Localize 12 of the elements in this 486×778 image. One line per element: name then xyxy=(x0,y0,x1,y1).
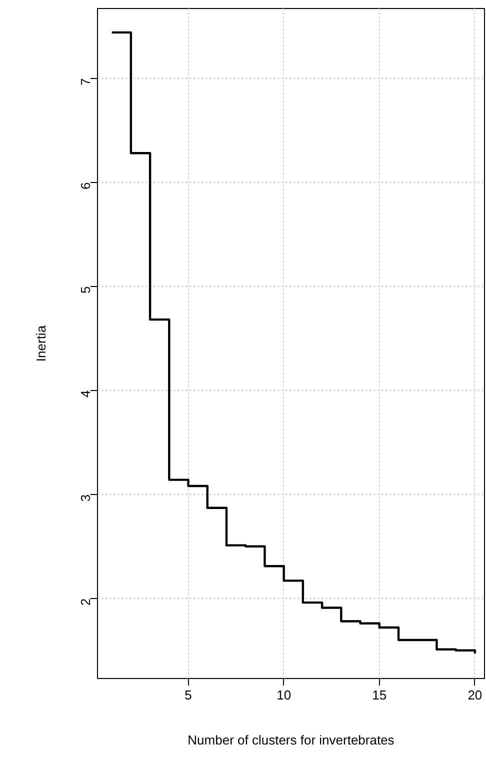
y-tick-label: 6 xyxy=(78,182,93,190)
y-tick-label: 7 xyxy=(78,78,93,86)
x-tick-label: 10 xyxy=(276,688,292,702)
y-tick-label: 2 xyxy=(78,598,93,606)
x-tick-label: 5 xyxy=(184,688,192,702)
y-tick-label: 5 xyxy=(78,286,93,294)
y-tick-label: 4 xyxy=(78,390,93,398)
x-tick-label: 15 xyxy=(372,688,387,702)
y-tick-label: 3 xyxy=(78,494,93,502)
y-axis-title: Inertia xyxy=(34,324,48,362)
x-tick-label: 20 xyxy=(468,688,482,702)
x-axis-title: Number of clusters for invertebrates xyxy=(188,732,395,748)
